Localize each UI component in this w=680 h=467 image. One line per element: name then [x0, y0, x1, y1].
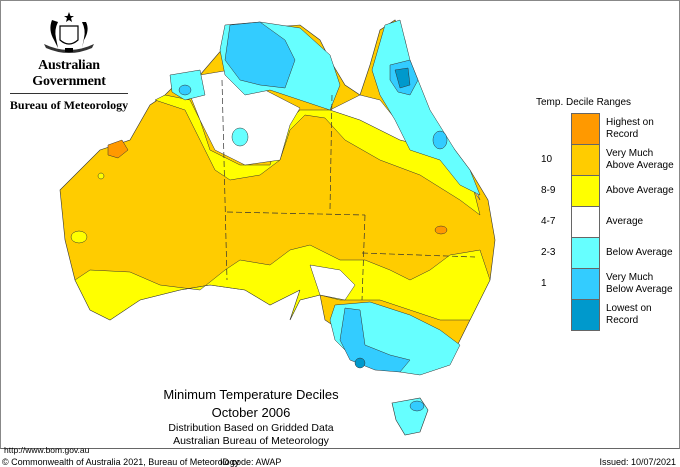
legend-swatch — [571, 299, 600, 331]
legend-range: 1 — [541, 278, 547, 289]
legend-item-above: 8-9 Above Average — [520, 175, 680, 207]
map-title: Minimum Temperature Deciles — [163, 387, 339, 402]
issued-date: Issued: 10/07/2021 — [599, 457, 676, 467]
map-subtitle-2: Australian Bureau of Meteorology — [173, 435, 329, 447]
legend-range: 8-9 — [541, 185, 556, 196]
legend-label: Above Average — [606, 184, 674, 196]
legend-range: 4-7 — [541, 216, 556, 227]
legend-item-highest: Highest on Record — [520, 113, 680, 145]
legend-item-average: 4-7 Average — [520, 206, 680, 238]
copyright-notice: © Commonwealth of Australia 2021, Bureau… — [2, 457, 240, 467]
legend-swatch — [571, 206, 600, 238]
legend-label: Average — [606, 215, 644, 227]
map-period: October 2006 — [211, 405, 291, 420]
legend-label: Below Average — [606, 246, 673, 258]
legend-swatch — [571, 175, 600, 207]
legend-item-very-much-above: 10 Very Much Above Average — [520, 144, 680, 176]
legend-range: 10 — [541, 154, 553, 165]
legend-item-below: 2-3 Below Average — [520, 237, 680, 269]
legend-swatch — [571, 237, 600, 269]
legend-swatch — [571, 268, 600, 300]
legend-item-very-much-below: 1 Very Much Below Average — [520, 268, 680, 300]
legend-label: Highest on Record — [606, 116, 654, 140]
website-link[interactable]: http://www.bom.gov.au — [4, 445, 90, 455]
map-subtitle-1: Distribution Based on Gridded Data — [168, 422, 334, 434]
legend-range: 2-3 — [541, 247, 556, 258]
id-code: ID code: AWAP — [220, 457, 282, 467]
legend-label: Lowest on Record — [606, 302, 652, 326]
coat-of-arms-icon — [44, 12, 94, 53]
logo-divider — [10, 93, 128, 94]
government-logo: Australian Government Bureau of Meteorol… — [6, 10, 132, 113]
bureau-name: Bureau of Meteorology — [9, 98, 129, 112]
legend-swatch — [571, 144, 600, 176]
legend-label: Very Much Below Average — [606, 271, 673, 295]
legend-item-lowest: Lowest on Record — [520, 299, 680, 331]
map-title-block: Minimum Temperature Deciles October 2006… — [140, 387, 362, 448]
australia-decile-map — [59, 19, 496, 436]
government-name: Australian Government — [32, 58, 106, 89]
legend-title: Temp. Decile Ranges — [536, 97, 632, 108]
legend-label: Very Much Above Average — [606, 147, 674, 171]
legend-swatch — [571, 113, 600, 145]
